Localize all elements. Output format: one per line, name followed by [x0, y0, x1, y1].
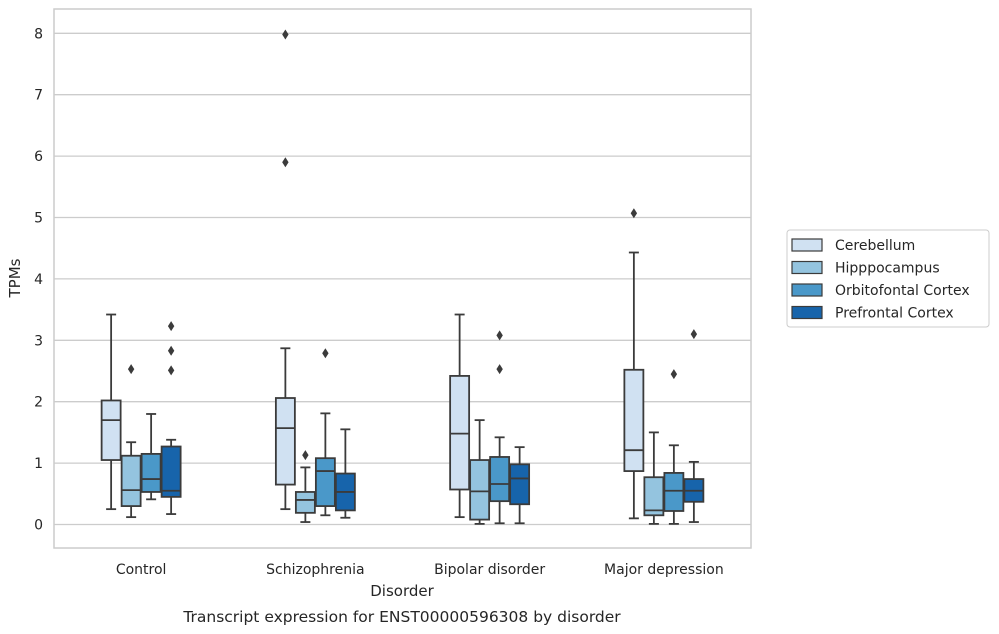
outlier-point-0	[630, 208, 638, 219]
legend-label: Orbitofontal Cortex	[835, 283, 970, 299]
box-orbitofontal-cortex-schizophrenia	[314, 348, 336, 517]
box-prefrontal-cortex-control	[160, 321, 182, 515]
outlier-point-0	[302, 450, 309, 461]
iqr-box	[294, 491, 316, 514]
x-tick-labels: Control Schizophrenia Bipolar disorder Majo…	[116, 562, 724, 578]
box-cerebellum-bipolar-disorder	[449, 313, 471, 519]
grid-lines	[54, 32, 751, 526]
iqr-box	[643, 476, 665, 517]
box-series	[100, 29, 705, 525]
iqr-box	[100, 399, 122, 461]
y-tick-label-6: 6	[34, 149, 43, 165]
legend-item-hipppocampus: Hipppocampus	[791, 260, 940, 277]
outlier-point-0	[282, 157, 289, 168]
box-cerebellum-control	[100, 313, 122, 511]
box-hipppocampus-major-depression	[643, 431, 665, 525]
iqr-box	[140, 452, 162, 493]
outlier-point-0	[496, 364, 503, 375]
iqr-box	[489, 456, 511, 503]
outlier-point-0	[127, 364, 135, 375]
box-orbitofontal-cortex-control	[140, 413, 162, 501]
box-cerebellum-major-depression	[623, 208, 645, 520]
legend-item-orbitofontal-cortex: Orbitofontal Cortex	[791, 283, 970, 299]
x-tick-label-major-depression: Major depression	[604, 562, 724, 578]
chart-caption: Transcript expression for ENST0000059630…	[182, 608, 621, 626]
iqr-box	[469, 459, 491, 521]
iqr-box	[449, 375, 471, 491]
y-axis-label: TPMs	[6, 258, 24, 298]
y-tick-label-5: 5	[34, 211, 43, 227]
box-prefrontal-cortex-bipolar-disorder	[509, 446, 531, 525]
x-axis-label: Disorder	[370, 582, 434, 600]
iqr-box	[509, 463, 531, 506]
y-tick-label-3: 3	[34, 333, 43, 349]
legend-frame	[786, 229, 990, 328]
y-tick-label-7: 7	[34, 88, 43, 104]
y-tick-label-1: 1	[34, 456, 43, 472]
box-hipppocampus-bipolar-disorder	[469, 419, 491, 525]
iqr-box	[160, 445, 182, 498]
legend-swatch	[791, 283, 823, 297]
outlier-point-1	[496, 330, 503, 341]
box-hipppocampus-schizophrenia	[294, 450, 316, 523]
outlier-point-0	[670, 369, 678, 380]
x-tick-label-schizophrenia: Schizophrenia	[266, 562, 364, 578]
iqr-box	[663, 472, 685, 512]
box-orbitofontal-cortex-bipolar-disorder	[489, 330, 511, 525]
box-orbitofontal-cortex-major-depression	[663, 369, 685, 525]
legend-swatch	[791, 305, 823, 320]
legend-swatch	[791, 238, 823, 252]
legend-item-cerebellum: Cerebellum	[791, 238, 915, 254]
outlier-point-2	[167, 321, 175, 332]
y-tick-label-0: 0	[34, 518, 43, 534]
legend: Cerebellum Hipppocampus Orbitofontal Corte…	[786, 229, 990, 328]
iqr-box	[274, 397, 296, 486]
outlier-point-0	[690, 329, 698, 340]
legend-label: Prefrontal Cortex	[835, 306, 954, 322]
outlier-point-0	[167, 365, 175, 376]
box-prefrontal-cortex-major-depression	[683, 329, 705, 523]
y-tick-label-2: 2	[34, 395, 43, 411]
y-tick-label-8: 8	[34, 26, 43, 42]
box-cerebellum-schizophrenia	[274, 29, 296, 511]
plot-frame	[53, 8, 752, 549]
box-prefrontal-cortex-schizophrenia	[334, 428, 356, 519]
iqr-box	[120, 454, 142, 507]
box-hipppocampus-control	[120, 364, 142, 519]
outlier-point-0	[322, 348, 329, 359]
legend-label: Cerebellum	[835, 238, 915, 254]
legend-swatch	[791, 260, 823, 275]
iqr-box	[314, 457, 336, 507]
iqr-box	[623, 368, 645, 472]
outlier-point-1	[167, 345, 175, 356]
y-tick-labels: 0 1 2 3 4 5 6 7 8	[34, 26, 43, 533]
y-tick-label-4: 4	[34, 272, 43, 288]
outlier-point-1	[282, 29, 289, 40]
x-tick-label-bipolar-disorder: Bipolar disorder	[434, 562, 545, 578]
legend-item-prefrontal-cortex: Prefrontal Cortex	[791, 305, 954, 322]
x-tick-label-control: Control	[116, 562, 167, 578]
legend-label: Hipppocampus	[835, 261, 940, 277]
